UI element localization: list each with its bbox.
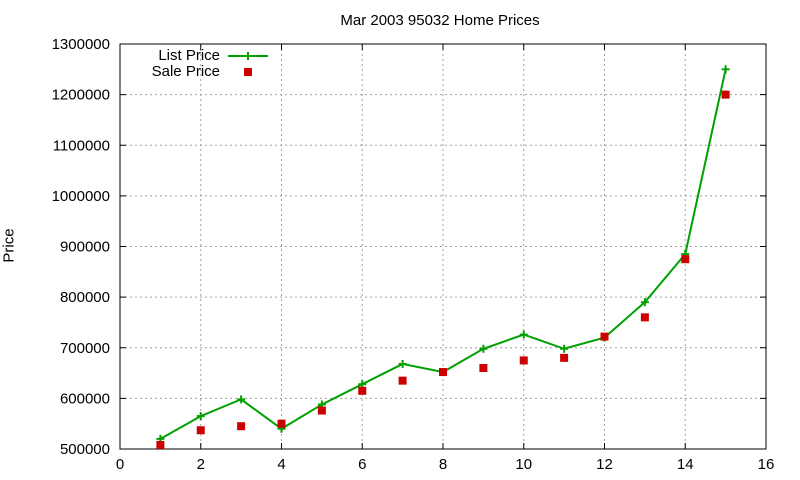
data-point-sale-price [358, 386, 367, 395]
legend: List Price Sale Price [140, 47, 280, 80]
data-point-list-price [398, 359, 407, 368]
data-point-sale-price [519, 356, 528, 365]
data-point-list-price [721, 65, 730, 74]
legend-label-list-price: List Price [158, 47, 220, 64]
x-tick-label: 2 [197, 456, 205, 473]
data-point-sale-price [237, 422, 246, 431]
x-tick-label: 12 [596, 456, 613, 473]
x-tick-label: 14 [677, 456, 694, 473]
x-tick-label: 0 [116, 456, 124, 473]
series-layer [156, 65, 730, 449]
y-tick-label: 1300000 [52, 36, 110, 53]
y-tick-label: 600000 [60, 390, 110, 407]
data-point-list-price [196, 412, 205, 421]
chart-title: Mar 2003 95032 Home Prices [340, 12, 540, 29]
x-tick-label: 6 [358, 456, 366, 473]
legend-swatch-sale-price [244, 68, 252, 76]
data-point-sale-price [600, 332, 609, 341]
y-tick-label: 1100000 [53, 137, 110, 154]
data-point-sale-price [479, 364, 488, 372]
x-tick-label: 10 [515, 456, 532, 473]
y-tick-label: 900000 [60, 239, 110, 256]
data-point-sale-price [721, 90, 730, 99]
data-point-list-price [237, 395, 246, 404]
legend-item-sale-price: Sale Price [140, 63, 280, 80]
x-tick-label: 8 [439, 456, 447, 473]
axis-ticks: 0 2 4 6 8 10 12 14 16 500000 600000 700000 800000 900… [52, 36, 775, 473]
data-point-list-price [640, 298, 649, 307]
y-tick-label: 1000000 [52, 188, 110, 205]
x-tick-label: 4 [277, 456, 285, 473]
data-point-sale-price [156, 440, 165, 449]
data-point-sale-price [277, 419, 286, 428]
data-point-sale-price [196, 426, 205, 435]
x-tick-label: 16 [758, 456, 775, 473]
y-tick-label: 1200000 [52, 87, 110, 104]
data-point-sale-price [681, 255, 690, 264]
data-point-list-price [560, 344, 569, 353]
data-point-sale-price [398, 376, 407, 385]
y-tick-label: 700000 [60, 340, 110, 357]
legend-swatch-list-price [228, 52, 268, 60]
legend-label-sale-price: Sale Price [151, 63, 220, 80]
data-point-sale-price [317, 406, 326, 415]
y-tick-label: 500000 [60, 441, 110, 458]
legend-item-list-price: List Price [140, 47, 280, 64]
data-point-sale-price [560, 353, 569, 362]
grid-lines [120, 44, 766, 449]
y-tick-label: 800000 [60, 289, 110, 306]
data-point-sale-price [439, 368, 447, 377]
data-point-list-price [479, 344, 488, 353]
data-point-list-price [519, 330, 528, 339]
data-point-sale-price [640, 313, 649, 322]
